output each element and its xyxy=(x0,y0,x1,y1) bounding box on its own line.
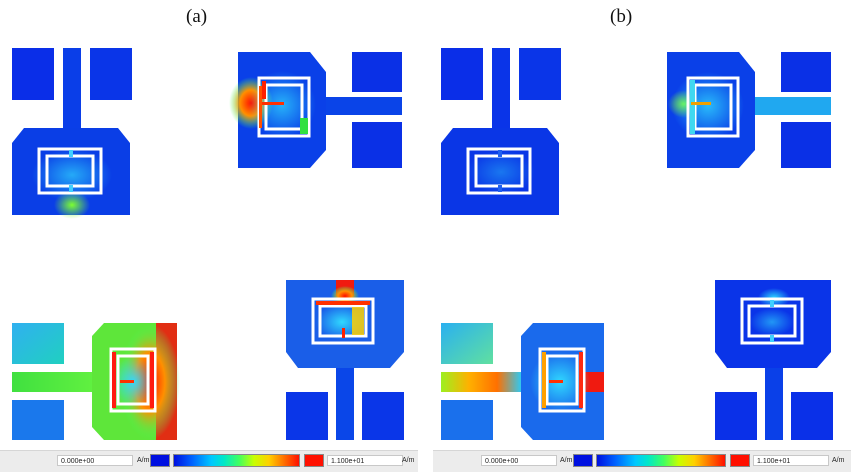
ring-inner xyxy=(116,354,150,406)
pad-tl xyxy=(441,48,483,100)
pad-bottom xyxy=(781,122,831,168)
panel-a-resonator-bottom-right xyxy=(286,280,404,440)
ring-outer xyxy=(538,347,586,413)
ring-inner xyxy=(264,83,304,131)
ring-hot-edge xyxy=(300,118,308,134)
pad-top xyxy=(781,52,831,92)
feed-line xyxy=(12,372,92,392)
legend-max-swatch xyxy=(730,454,750,467)
legend-unit: A/m xyxy=(137,457,150,464)
panel-b-resonator-top-left xyxy=(441,48,561,215)
pad-tr xyxy=(90,48,132,100)
feed-line xyxy=(765,368,783,440)
legend-min-value: 0.000e+00 xyxy=(481,455,557,466)
legend-unit: A/m xyxy=(832,457,845,464)
ring-gap xyxy=(262,102,284,105)
hotspot xyxy=(750,308,794,336)
legend-max-swatch xyxy=(304,454,324,467)
panel-a-label: (a) xyxy=(186,6,208,27)
pad-left xyxy=(715,392,757,440)
panel-b-color-legend: 0.000e+00 A/m 1.100e+01 A/m xyxy=(433,450,851,472)
legend-unit: A/m xyxy=(402,457,415,464)
panel-a-resonator-bottom-left xyxy=(12,323,180,440)
feed-line xyxy=(336,368,354,440)
pad-right xyxy=(791,392,833,440)
legend-min-value: 0.000e+00 xyxy=(57,455,133,466)
ring-gap xyxy=(120,380,134,383)
ring-gap xyxy=(69,185,73,192)
panel-a-resonator-top-right xyxy=(229,52,402,168)
ring-hot-edge xyxy=(259,86,262,128)
panel-a-resonator-top-left xyxy=(12,48,132,219)
feed-line xyxy=(63,48,81,128)
pad-top xyxy=(441,323,493,364)
ring-gap xyxy=(69,150,73,157)
ring-gap xyxy=(770,335,774,342)
legend-max-value: 1.100e+01 xyxy=(753,455,829,466)
ring-outer xyxy=(686,76,740,138)
legend-max-value: 1.100e+01 xyxy=(327,455,403,466)
panel-b-resonator-bottom-right xyxy=(715,280,833,440)
ring-hot-edge xyxy=(150,352,154,408)
legend-min-swatch xyxy=(150,454,170,467)
ring-gap xyxy=(498,185,502,192)
panel-a-color-legend: 0.000e+00 A/m 1.100e+01 A/m xyxy=(0,450,418,472)
pad-left xyxy=(286,392,328,440)
ring-outer xyxy=(740,297,804,345)
ring-hot-edge xyxy=(352,307,364,335)
ring-gap xyxy=(549,380,563,383)
ring-hot-edge xyxy=(579,352,583,408)
panel-b-resonator-bottom-left xyxy=(441,323,604,440)
ring-hot-edge xyxy=(542,352,546,408)
ring-outer xyxy=(109,347,157,413)
ring-hot-edge xyxy=(262,81,266,99)
ring-hot-edge xyxy=(316,301,370,305)
ring-gap xyxy=(770,300,774,307)
ring-gap xyxy=(498,150,502,157)
panel-b-label: (b) xyxy=(610,6,633,27)
ring-inner xyxy=(545,354,579,406)
field-distribution-figure xyxy=(12,48,833,440)
pad-bottom xyxy=(352,122,402,168)
ring-outer xyxy=(311,297,375,345)
ring-outer xyxy=(37,147,103,195)
pad-tr xyxy=(519,48,561,100)
pad-top xyxy=(352,52,402,92)
ring-gap xyxy=(691,102,711,105)
pad-tl xyxy=(12,48,54,100)
feed-line xyxy=(326,97,402,115)
ring-gap xyxy=(342,328,345,338)
legend-min-swatch xyxy=(573,454,593,467)
pad-bottom xyxy=(441,400,493,440)
pad-top xyxy=(12,323,64,364)
legend-gradient xyxy=(596,454,726,467)
ring-outer xyxy=(466,147,532,195)
feed-line xyxy=(492,48,510,128)
legend-gradient xyxy=(173,454,300,467)
ring-hot-edge xyxy=(112,352,116,408)
pad-right xyxy=(362,392,404,440)
hotspot xyxy=(467,150,535,194)
panel-b-resonator-top-right xyxy=(667,52,831,168)
legend-unit: A/m xyxy=(560,457,573,464)
feed-line xyxy=(441,372,521,392)
feed-line xyxy=(755,97,831,115)
ring-hot-edge xyxy=(690,80,695,134)
pad-bottom xyxy=(12,400,64,440)
